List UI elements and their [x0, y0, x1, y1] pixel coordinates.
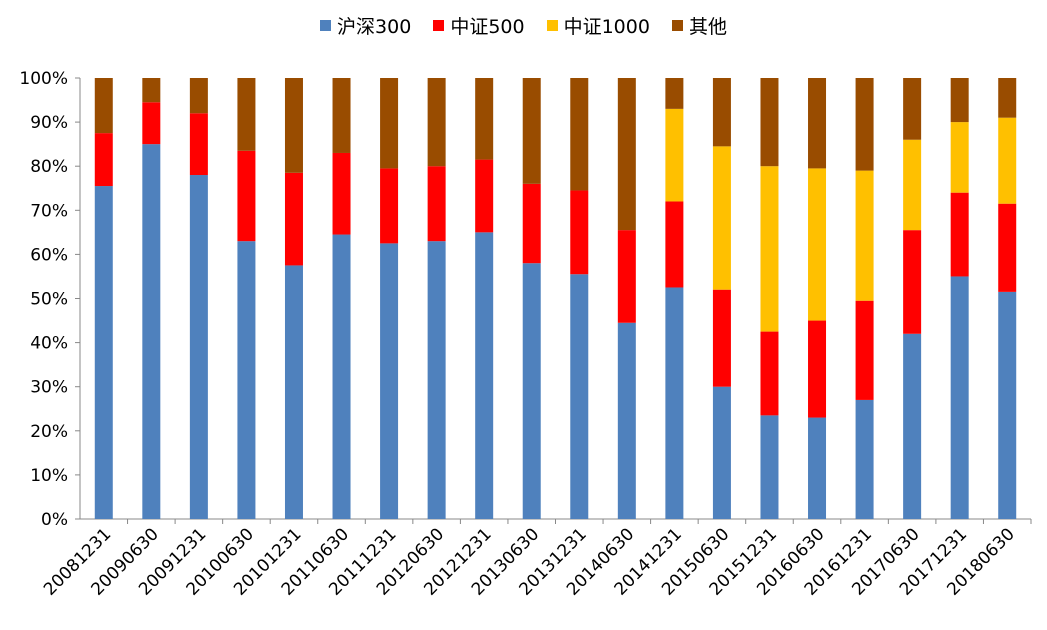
legend-swatch-zz500: [433, 20, 445, 31]
legend-item-hs300: 沪深300: [320, 12, 411, 39]
bar-segment-zz1000: [903, 139, 922, 231]
y-tick-label: 40%: [30, 334, 68, 354]
bar-segment-hs300: [760, 415, 779, 519]
y-tick-label: 70%: [30, 201, 68, 221]
bar-segment-other: [998, 78, 1017, 118]
legend-swatch-hs300: [320, 20, 332, 31]
legend-item-zz500: 中证500: [433, 12, 525, 39]
y-tick-label: 80%: [30, 157, 68, 177]
bar-segment-other: [142, 78, 161, 103]
bar-segment-hs300: [855, 399, 874, 519]
legend-item-other: 其他: [671, 12, 727, 39]
bar-segment-zz1000: [712, 146, 731, 290]
bar-segment-zz500: [570, 190, 589, 275]
legend-label-zz500: 中证500: [450, 16, 525, 38]
bar-segment-hs300: [380, 243, 399, 519]
bar-segment-other: [284, 78, 303, 173]
bar-segment-zz500: [903, 230, 922, 334]
y-tick-label: 60%: [30, 245, 68, 265]
legend-swatch-other: [671, 20, 683, 31]
bar-segment-hs300: [284, 265, 303, 519]
bar-segment-zz500: [998, 203, 1017, 292]
bar-segment-hs300: [522, 263, 541, 519]
bar-segment-zz500: [237, 150, 256, 242]
bar-segment-other: [950, 78, 969, 123]
bar-segment-hs300: [950, 276, 969, 519]
bar-segment-zz500: [950, 192, 969, 277]
bar-segment-zz500: [712, 289, 731, 387]
bar-segment-other: [237, 78, 256, 151]
bar-segment-other: [665, 78, 684, 109]
bar-segment-hs300: [427, 241, 446, 520]
bar-segment-zz500: [760, 331, 779, 416]
bar-segment-zz500: [284, 172, 303, 266]
bar-segment-hs300: [189, 175, 208, 519]
bar-segment-hs300: [665, 287, 684, 519]
bar-segment-zz500: [475, 159, 494, 233]
bar-segment-hs300: [237, 241, 256, 520]
bar-segment-other: [94, 78, 113, 134]
bar-segment-zz500: [617, 230, 636, 323]
bar-segment-hs300: [617, 322, 636, 519]
bar-segment-zz500: [522, 183, 541, 264]
bar-segment-other: [332, 78, 351, 153]
bar-segment-other: [808, 78, 827, 169]
y-tick-label: 30%: [30, 378, 68, 398]
bar-segment-hs300: [475, 232, 494, 519]
y-tick-label: 20%: [30, 422, 68, 442]
bar-segment-zz1000: [808, 168, 827, 321]
bar-segment-zz500: [665, 201, 684, 288]
bar-segment-other: [712, 78, 731, 147]
legend-label-other: 其他: [688, 16, 727, 38]
bar-segment-zz1000: [760, 166, 779, 332]
bar-segment-zz500: [189, 113, 208, 176]
bar-segment-zz500: [94, 133, 113, 187]
bar-segment-hs300: [712, 386, 731, 519]
bar-segment-zz500: [332, 152, 351, 235]
bar-segment-other: [427, 78, 446, 167]
bar-segment-hs300: [903, 333, 922, 519]
bar-segment-other: [855, 78, 874, 171]
bar-segment-other: [522, 78, 541, 184]
y-tick-label: 0%: [41, 510, 68, 530]
bar-segment-zz500: [855, 300, 874, 400]
bar-segment-other: [475, 78, 494, 160]
bar-segment-zz1000: [665, 108, 684, 202]
bar-segment-zz500: [142, 102, 161, 145]
legend-label-hs300: 沪深300: [337, 16, 412, 38]
legend-item-zz1000: 中证1000: [546, 12, 650, 39]
y-tick-label: 50%: [30, 290, 68, 310]
bar-segment-hs300: [570, 274, 589, 519]
y-tick-label: 100%: [19, 69, 68, 89]
bar-segment-hs300: [998, 291, 1017, 519]
bar-segment-hs300: [332, 234, 351, 519]
bar-segment-other: [617, 78, 636, 231]
y-tick-label: 90%: [30, 113, 68, 133]
bar-segment-zz1000: [855, 170, 874, 301]
legend: 沪深300 中证500 中证1000 其他: [0, 12, 1047, 39]
bar-segment-hs300: [94, 186, 113, 520]
bar-segment-other: [189, 78, 208, 114]
y-tick-label: 10%: [30, 466, 68, 486]
bar-segment-zz500: [808, 320, 827, 418]
legend-swatch-zz1000: [546, 20, 558, 31]
bar-segment-zz500: [427, 166, 446, 242]
bar-segment-zz500: [380, 168, 399, 244]
bar-segment-zz1000: [950, 122, 969, 193]
plot-area: 0%10%20%30%40%50%60%70%80%90%100%2008123…: [19, 69, 1032, 600]
bar-segment-other: [380, 78, 399, 169]
legend-label-zz1000: 中证1000: [563, 16, 650, 38]
bar-segment-other: [903, 78, 922, 140]
bar-segment-other: [760, 78, 779, 167]
bar-segment-hs300: [808, 417, 827, 519]
bar-segment-other: [570, 78, 589, 191]
bar-segment-zz1000: [998, 117, 1017, 204]
bar-segment-hs300: [142, 144, 161, 519]
